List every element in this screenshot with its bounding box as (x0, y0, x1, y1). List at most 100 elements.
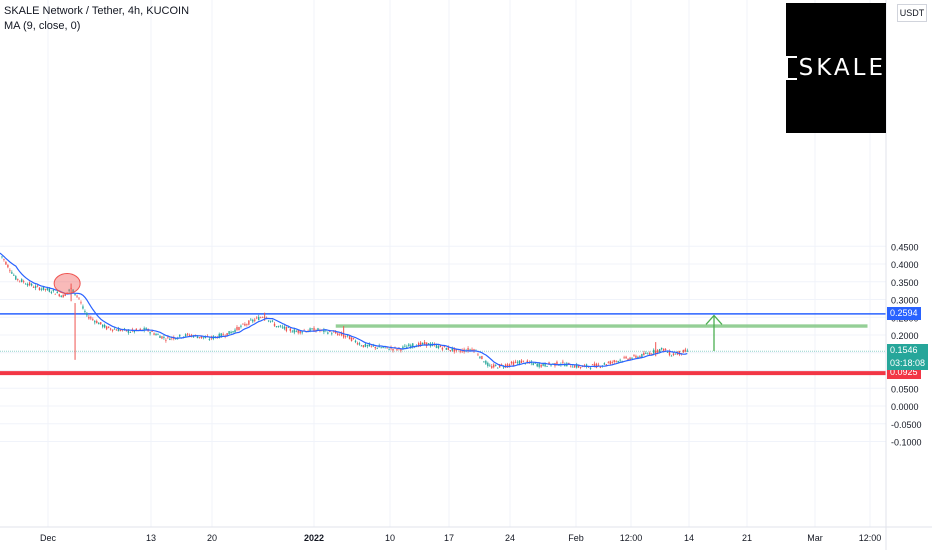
chart-legend: SKALE Network / Tether, 4h, KUCOIN MA (9… (4, 4, 189, 34)
candle-body (86, 313, 88, 316)
candle-body (356, 343, 359, 345)
candle-body (607, 362, 609, 364)
candle-body (151, 330, 153, 332)
candle-body (404, 345, 406, 347)
candle-body (105, 326, 108, 330)
candle-body (619, 359, 621, 361)
candle-body (382, 347, 384, 348)
candle-body (508, 364, 511, 366)
candle-body (568, 362, 570, 364)
candle-body (611, 362, 613, 363)
candle-body (74, 294, 76, 295)
candle-body (656, 350, 659, 353)
target-zone[interactable] (335, 324, 868, 328)
candle-body (256, 317, 258, 319)
candle-body (165, 339, 167, 341)
candle-body (36, 285, 39, 287)
candle-body (9, 270, 11, 272)
candle-body (273, 323, 276, 326)
horizontal-levels[interactable] (0, 313, 886, 376)
candle-body (467, 348, 469, 352)
candle-body (232, 331, 234, 333)
candle-body (678, 350, 681, 355)
candle-body (548, 362, 550, 365)
annotations[interactable] (53, 273, 723, 351)
last-price-tag: 0.1546 03:18:08 (887, 344, 929, 371)
candle-body (439, 345, 442, 348)
candle-body (66, 292, 68, 294)
candle-body (317, 328, 319, 331)
candle-body (473, 349, 475, 352)
candle-body (30, 283, 33, 286)
candle-body (260, 317, 262, 319)
time-axis[interactable]: Dec 13 20 2022 10 17 24 Feb 12:00 14 21 Mar 12:00 (0, 526, 932, 543)
highlight-ellipse (53, 273, 81, 295)
candle-body (32, 287, 35, 288)
candle-body (672, 353, 675, 356)
candle-body (613, 360, 615, 363)
candle-body (599, 367, 602, 368)
candle-body (556, 361, 558, 366)
candle-body (536, 363, 538, 367)
candle-body (418, 343, 420, 347)
candle-body (493, 364, 495, 368)
candle-body (40, 288, 43, 290)
candle-body (506, 364, 509, 367)
price-axis[interactable]: 0.45000.40000.35000.30000.25000.20000.15… (885, 0, 922, 550)
candle-body (198, 337, 201, 339)
candle-body (111, 329, 114, 331)
candle-body (68, 289, 70, 291)
candle-body (17, 278, 19, 280)
moving-average-line (0, 252, 688, 368)
candle-body (603, 363, 606, 365)
candle-body (271, 320, 274, 322)
price-tick-label: 0.2000 (891, 331, 919, 341)
candle-body (412, 343, 414, 347)
candle-body (354, 340, 357, 343)
candle-body (62, 294, 64, 298)
time-tick-label: 14 (684, 533, 694, 543)
price-tick-label: 0.4500 (891, 242, 919, 252)
candle-body (279, 325, 282, 327)
candle-body (119, 329, 122, 331)
candle-body (360, 345, 363, 347)
candle-body (186, 333, 189, 335)
candle-body (524, 363, 527, 365)
resistance-price-tag: 0.2594 (887, 306, 921, 320)
candle-body (28, 282, 31, 286)
candle-body (335, 331, 337, 334)
indicator-label[interactable]: MA (9, close, 0) (4, 20, 81, 32)
candle-body (240, 325, 242, 327)
candle-body (570, 366, 572, 368)
candle-body (295, 331, 297, 333)
candle-body (115, 329, 118, 331)
candle-body (423, 342, 426, 345)
candle-body (246, 324, 248, 325)
candle-body (15, 276, 17, 280)
candle-body (82, 306, 84, 309)
time-tick-label: 2022 (304, 533, 324, 543)
candle-body (487, 362, 489, 367)
currency-label[interactable]: USDT (897, 4, 927, 22)
candle-body (597, 364, 600, 366)
candle-body (281, 326, 284, 328)
candle-body (498, 364, 501, 368)
logo-bracket-icon (786, 56, 797, 80)
candle-body (103, 324, 106, 328)
candle-body (56, 291, 58, 294)
candle-body (155, 334, 157, 336)
candle-body (425, 342, 428, 346)
candle-body (230, 331, 232, 334)
symbol-title[interactable]: SKALE Network / Tether, 4h, KUCOIN (4, 5, 190, 17)
skale-logo: SKALE (786, 3, 886, 133)
candle-body (443, 346, 446, 347)
candle-body (250, 319, 252, 321)
candle-body (242, 323, 244, 325)
candle-body (252, 319, 254, 322)
candle-body (591, 364, 594, 366)
candle-body (510, 361, 513, 364)
candle-body (24, 283, 27, 285)
candle-body (489, 365, 491, 367)
candle-body (593, 363, 596, 367)
candle-body (26, 283, 29, 286)
